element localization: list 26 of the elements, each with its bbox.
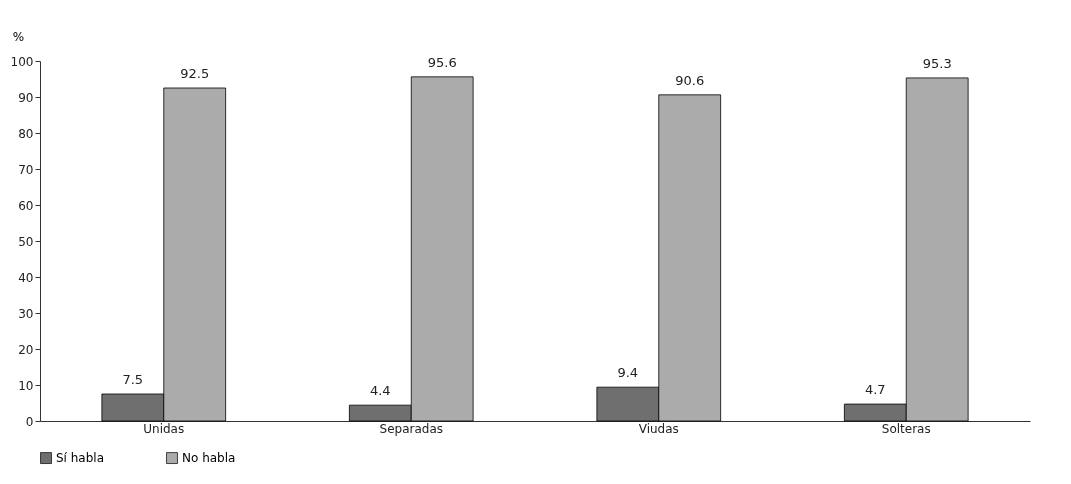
data-label: 92.5: [180, 66, 210, 81]
y-tick-label: 90: [18, 90, 34, 105]
y-axis-title: %: [12, 29, 25, 44]
data-label: 90.6: [675, 72, 705, 88]
data-label: 95.3: [922, 55, 952, 71]
data-label: 4.4: [369, 383, 391, 399]
data-label: 95.6: [427, 54, 457, 70]
legend-label: Sí habla: [56, 451, 105, 466]
data-label: 7.5: [122, 372, 144, 387]
data-label: 4.7: [864, 382, 886, 398]
y-tick-label: 20: [18, 342, 34, 357]
y-tick-label: 70: [18, 162, 34, 177]
y-tick-label: 40: [18, 270, 34, 285]
y-tick-label: 10: [18, 378, 34, 393]
legend-label: No habla: [182, 451, 236, 466]
y-tick-label: 100: [10, 54, 34, 69]
data-label: 9.4: [617, 365, 639, 381]
y-tick-label: 50: [18, 234, 34, 249]
y-tick-label: 80: [18, 126, 34, 141]
y-tick-label: 30: [18, 306, 34, 321]
x-tick-label: Viudas: [638, 421, 679, 436]
y-tick-label: 60: [18, 198, 34, 213]
x-tick-label: Unidas: [143, 421, 185, 436]
x-tick-label: Solteras: [881, 421, 931, 436]
x-tick-label: Separadas: [379, 421, 443, 436]
y-tick-label: 0: [25, 414, 34, 429]
